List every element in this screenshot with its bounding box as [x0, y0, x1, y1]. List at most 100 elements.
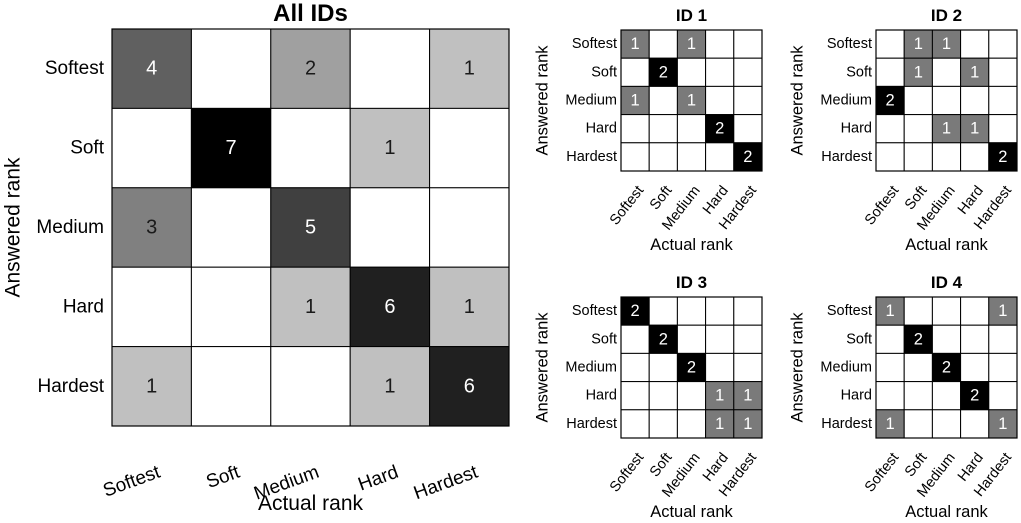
chart-title: ID 4	[931, 273, 963, 292]
heatmap-cell	[903, 352, 933, 383]
y-tick-label: Softest	[827, 36, 872, 52]
heatmap-cell	[733, 296, 763, 326]
y-tick-label: Soft	[846, 64, 872, 80]
cell-value-label: 2	[659, 63, 668, 81]
cell-value-label: 1	[886, 415, 895, 433]
y-tick-label: Soft	[70, 138, 105, 159]
cell-value-label: 4	[146, 58, 157, 80]
heatmap-cell	[988, 381, 1018, 411]
heatmap-cell	[931, 409, 962, 439]
heatmap-cell	[875, 142, 905, 172]
plot-frame	[620, 296, 763, 439]
y-tick-label: Hard	[586, 121, 617, 137]
y-tick-label: Hard	[63, 296, 104, 317]
x-tick-label: Hard	[355, 462, 401, 496]
x-axis-label: Actual rank	[650, 503, 733, 521]
cell-value-label: 2	[998, 148, 1007, 166]
cell-value-label: 2	[305, 58, 316, 80]
y-tick-label: Softest	[572, 36, 617, 52]
heatmap-cell	[349, 107, 431, 189]
heatmap-cell	[111, 266, 192, 348]
heatmap-cell	[705, 381, 735, 411]
y-tick-label: Hardest	[566, 416, 617, 432]
cell-value-label: 1	[146, 375, 157, 397]
heatmap-cell	[988, 29, 1018, 59]
heatmap-cell	[620, 324, 650, 354]
heatmap-cell	[349, 187, 431, 268]
heatmap-cell	[111, 107, 192, 189]
heatmap-cell	[733, 142, 763, 172]
cell-value-label: 1	[464, 296, 475, 318]
y-axis-label: Answered rank	[788, 312, 806, 423]
heatmap-cell	[190, 107, 272, 189]
y-axis-label: Answered rank	[788, 45, 806, 156]
heatmap-cell	[875, 114, 905, 144]
heatmap-cell	[676, 142, 707, 172]
heatmap-cell	[270, 28, 351, 109]
y-tick-label: Hardest	[566, 149, 617, 165]
y-tick-label: Medium	[565, 93, 617, 109]
cell-value-label: 2	[659, 330, 668, 348]
heatmap-cell	[733, 57, 763, 87]
heatmap-cell	[875, 409, 905, 439]
cell-value-label: 2	[687, 359, 696, 377]
y-tick-label: Hard	[841, 388, 872, 404]
cell-value-label: 1	[715, 415, 724, 433]
heatmap-cell	[648, 409, 678, 439]
chart-title: All IDs	[273, 0, 348, 27]
x-tick-label: Softest	[862, 450, 902, 495]
heatmap-cell	[648, 296, 678, 326]
heatmap-cell	[875, 57, 905, 87]
heatmap-cell	[988, 409, 1018, 439]
cell-value-label: 1	[970, 120, 979, 138]
cell-value-label: 6	[384, 296, 395, 318]
heatmap-cell	[903, 114, 933, 144]
heatmap-cell	[705, 296, 735, 326]
plot-frame	[875, 29, 1018, 172]
y-tick-label: Hardest	[821, 416, 872, 432]
x-tick-label: Soft	[204, 461, 244, 493]
heatmap-cell	[620, 57, 650, 87]
heatmap-cell	[111, 187, 192, 268]
cell-value-label: 7	[226, 137, 237, 159]
heatmap-cell	[676, 85, 707, 116]
heatmap-cell	[960, 142, 990, 172]
cell-value-label: 2	[886, 92, 895, 110]
cell-value-label: 1	[743, 415, 752, 433]
heatmap-cell	[648, 85, 678, 116]
y-axis-label: Answered rank	[2, 157, 25, 298]
heatmap-cell	[733, 352, 763, 383]
heatmap-cell	[960, 352, 990, 383]
x-tick-label: Softest	[607, 183, 647, 228]
heatmap-cell	[988, 85, 1018, 116]
y-tick-label: Hard	[586, 388, 617, 404]
heatmap-cell	[705, 352, 735, 383]
heatmap-cell	[733, 114, 763, 144]
heatmap-cell	[190, 346, 272, 427]
plot-frame	[111, 28, 510, 427]
heatmap-cell	[960, 324, 990, 354]
plot-frame	[875, 296, 1018, 439]
heatmap-cell	[429, 266, 510, 348]
heatmap-cell	[676, 296, 707, 326]
y-axis-label: Answered rank	[533, 312, 551, 423]
x-axis-label: Actual rank	[905, 236, 988, 254]
heatmap-cell	[960, 57, 990, 87]
heatmap-cell	[349, 346, 431, 427]
heatmap-cell	[960, 85, 990, 116]
cell-value-label: 3	[146, 217, 157, 239]
heatmap-cell	[705, 85, 735, 116]
heatmap-cell	[988, 57, 1018, 87]
heatmap-cell	[903, 57, 933, 87]
y-tick-label: Medium	[36, 217, 104, 238]
heatmap-cell	[429, 107, 510, 189]
heatmap-cell	[931, 381, 962, 411]
x-tick-label: Softest	[100, 461, 163, 501]
heatmap-cell	[931, 85, 962, 116]
heatmap-cell	[733, 324, 763, 354]
y-tick-label: Softest	[572, 303, 617, 319]
cell-value-label: 1	[998, 302, 1007, 320]
heatmap-cell	[429, 346, 510, 427]
x-axis-label: Actual rank	[258, 492, 364, 515]
chart-title: ID 3	[676, 273, 707, 292]
